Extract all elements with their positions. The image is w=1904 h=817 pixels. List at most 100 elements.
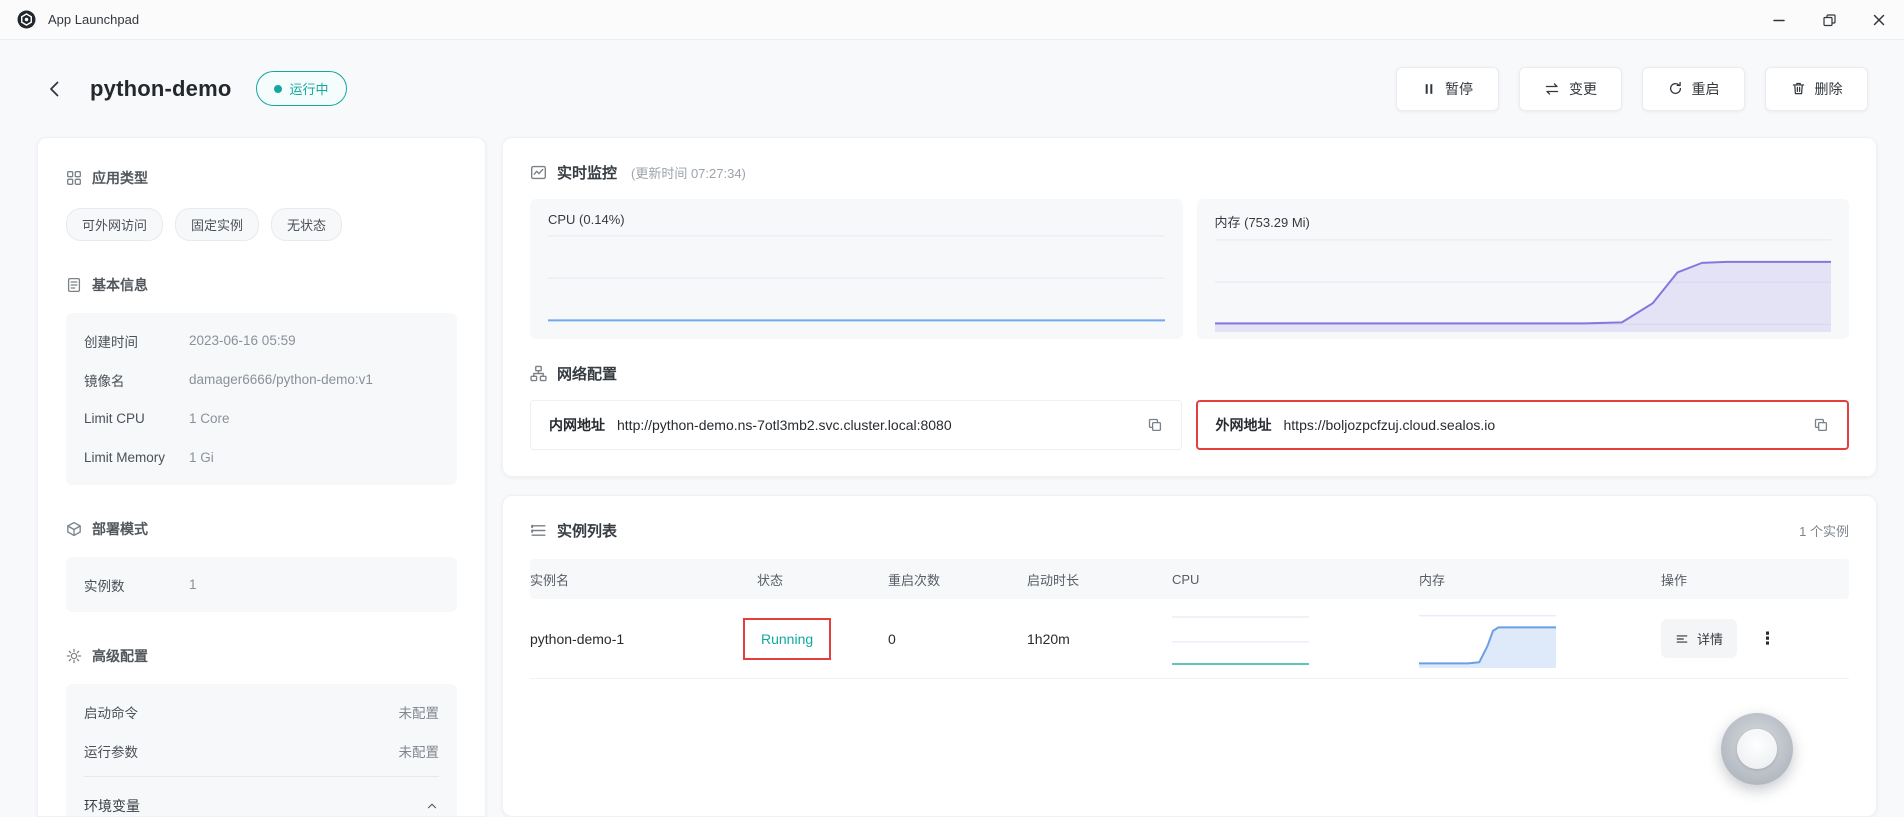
floating-ball-button[interactable] bbox=[1721, 713, 1793, 785]
window-close-button[interactable] bbox=[1854, 0, 1904, 40]
monitor-chart-icon bbox=[531, 165, 546, 180]
info-row-limit-memory: Limit Memory 1 Gi bbox=[84, 438, 439, 477]
info-row-start-command: 启动命令 未配置 bbox=[84, 692, 439, 731]
info-label: 实例数 bbox=[84, 578, 125, 594]
col-instance-name: 实例名 bbox=[530, 572, 570, 588]
monitor-network-card: 实时监控 (更新时间 07:27:34) CPU (0.14%) 内存 (753… bbox=[502, 137, 1877, 477]
info-row-limit-cpu: Limit CPU 1 Core bbox=[84, 399, 439, 438]
external-address-url[interactable]: https://boljozpcfzuj.cloud.sealos.io bbox=[1283, 417, 1496, 433]
detail-button-label: 详情 bbox=[1697, 632, 1724, 647]
cpu-monitor-panel: CPU (0.14%) bbox=[530, 199, 1183, 339]
info-label: 镜像名 bbox=[84, 373, 125, 389]
basic-info-block: 创建时间 2023-06-16 05:59 镜像名 damager6666/py… bbox=[66, 313, 457, 485]
instance-table: 实例名 状态 重启次数 启动时长 CPU 内存 操作 python-demo-1… bbox=[530, 559, 1849, 679]
copy-external-address-button[interactable] bbox=[1813, 417, 1829, 433]
col-uptime: 启动时长 bbox=[1027, 572, 1080, 588]
external-address-box: 外网地址 https://boljozpcfzuj.cloud.sealos.i… bbox=[1195, 400, 1849, 450]
info-row-run-args: 运行参数 未配置 bbox=[84, 731, 439, 770]
info-label: Limit CPU bbox=[84, 411, 145, 426]
row-menu-button[interactable]: ⋮ bbox=[1759, 629, 1778, 648]
deploy-mode-title: 部署模式 bbox=[92, 521, 148, 537]
monitor-panels: CPU (0.14%) 内存 (753.29 Mi) bbox=[530, 199, 1849, 339]
env-vars-label: 环境变量 bbox=[84, 798, 140, 814]
monitor-title: 实时监控 bbox=[557, 165, 618, 182]
monitor-section-header: 实时监控 (更新时间 07:27:34) bbox=[530, 162, 1849, 183]
swap-icon bbox=[1545, 82, 1559, 95]
instance-table-row: python-demo-1 Running 0 1h20m 详情 ⋮ bbox=[530, 599, 1849, 679]
network-section-header: 网络配置 bbox=[530, 363, 1849, 384]
app-type-tags: 可外网访问 固定实例 无状态 bbox=[66, 208, 457, 241]
pause-button[interactable]: 暂停 bbox=[1396, 66, 1499, 111]
network-icon bbox=[530, 365, 547, 382]
instance-cpu-sparkline bbox=[1172, 610, 1309, 668]
col-memory: 内存 bbox=[1419, 572, 1446, 588]
restart-button-label: 重启 bbox=[1691, 80, 1720, 97]
tag-stateless: 无状态 bbox=[271, 208, 343, 241]
memory-monitor-panel: 内存 (753.29 Mi) bbox=[1196, 199, 1849, 339]
info-value: 1 bbox=[189, 577, 197, 592]
info-value: 1 Gi bbox=[189, 450, 214, 465]
pause-icon bbox=[1425, 83, 1433, 94]
back-button[interactable] bbox=[42, 76, 68, 102]
app-type-section-header: 应用类型 bbox=[66, 168, 457, 188]
env-vars-collapse-row[interactable]: 环境变量 bbox=[84, 783, 439, 816]
instance-actions-cell: 详情 ⋮ bbox=[1661, 619, 1849, 658]
instance-restarts: 0 bbox=[888, 630, 896, 647]
network-title: 网络配置 bbox=[557, 366, 618, 383]
instance-list-header: 实例列表 1 个实例 bbox=[530, 520, 1849, 541]
tag-external-access: 可外网访问 bbox=[66, 208, 164, 241]
app-launchpad-logo-icon bbox=[17, 10, 36, 29]
gear-icon bbox=[66, 648, 82, 664]
status-dot-icon bbox=[273, 84, 282, 93]
deploy-mode-block: 实例数 1 bbox=[66, 557, 457, 612]
detail-button[interactable]: 详情 bbox=[1661, 619, 1738, 658]
copy-internal-address-button[interactable] bbox=[1147, 417, 1163, 433]
network-rows: 内网地址 http://python-demo.ns-7otl3mb2.svc.… bbox=[530, 400, 1849, 450]
header-actions: 暂停 变更 重启 删除 bbox=[1396, 66, 1868, 111]
page-header: python-demo 运行中 暂停 变更 重启 删除 bbox=[0, 40, 1904, 137]
memory-monitor-label: 内存 (753.29 Mi) bbox=[1214, 215, 1310, 230]
info-value: damager6666/python-demo:v1 bbox=[189, 372, 373, 387]
info-value-not-configured: 未配置 bbox=[398, 744, 440, 760]
minimize-icon bbox=[1773, 19, 1785, 22]
internal-address-label: 内网地址 bbox=[549, 417, 605, 433]
internal-address-box: 内网地址 http://python-demo.ns-7otl3mb2.svc.… bbox=[530, 400, 1182, 450]
monitor-update-time: (更新时间 07:27:34) bbox=[631, 166, 746, 181]
instance-list-title-group: 实例列表 bbox=[530, 520, 617, 541]
instance-table-header: 实例名 状态 重启次数 启动时长 CPU 内存 操作 bbox=[530, 559, 1849, 599]
status-badge: 运行中 bbox=[255, 71, 347, 106]
advanced-config-block: 启动命令 未配置 运行参数 未配置 环境变量 配置文件 bbox=[66, 684, 457, 816]
col-actions: 操作 bbox=[1661, 572, 1688, 588]
document-icon bbox=[67, 277, 81, 293]
window-minimize-button[interactable] bbox=[1754, 0, 1804, 40]
window-titlebar: App Launchpad bbox=[0, 0, 1904, 40]
cpu-monitor-label: CPU (0.14%) bbox=[548, 212, 625, 227]
info-value: 1 Core bbox=[189, 411, 230, 426]
restart-button[interactable]: 重启 bbox=[1642, 66, 1745, 111]
change-button-label: 变更 bbox=[1569, 80, 1597, 97]
instance-memory-sparkline bbox=[1419, 610, 1556, 668]
basic-info-title: 基本信息 bbox=[92, 277, 148, 293]
divider bbox=[84, 776, 439, 777]
info-row-instance-count: 实例数 1 bbox=[84, 565, 439, 604]
list-icon bbox=[531, 524, 546, 536]
chevron-up-icon bbox=[427, 803, 437, 809]
app-detail-sidebar: 应用类型 可外网访问 固定实例 无状态 基本信息 创建时间 2023-06-16… bbox=[37, 137, 486, 817]
instance-uptime: 1h20m bbox=[1027, 630, 1070, 647]
main-column: 实时监控 (更新时间 07:27:34) CPU (0.14%) 内存 (753… bbox=[502, 137, 1877, 817]
close-icon bbox=[1873, 14, 1885, 26]
delete-button-label: 删除 bbox=[1814, 80, 1843, 97]
instance-count: 1 个实例 bbox=[1799, 524, 1849, 539]
restore-icon bbox=[1822, 13, 1836, 26]
change-button[interactable]: 变更 bbox=[1519, 66, 1622, 111]
internal-address-url[interactable]: http://python-demo.ns-7otl3mb2.svc.clust… bbox=[617, 417, 952, 433]
window-restore-button[interactable] bbox=[1804, 0, 1854, 40]
memory-monitor-chart bbox=[1214, 236, 1831, 332]
floating-ball-inner bbox=[1737, 729, 1777, 769]
delete-button[interactable]: 删除 bbox=[1765, 66, 1868, 111]
app-type-title: 应用类型 bbox=[92, 170, 148, 186]
restart-icon bbox=[1669, 81, 1681, 94]
info-label: 创建时间 bbox=[84, 334, 138, 350]
info-row-create-time: 创建时间 2023-06-16 05:59 bbox=[84, 321, 439, 360]
col-cpu: CPU bbox=[1172, 571, 1200, 587]
